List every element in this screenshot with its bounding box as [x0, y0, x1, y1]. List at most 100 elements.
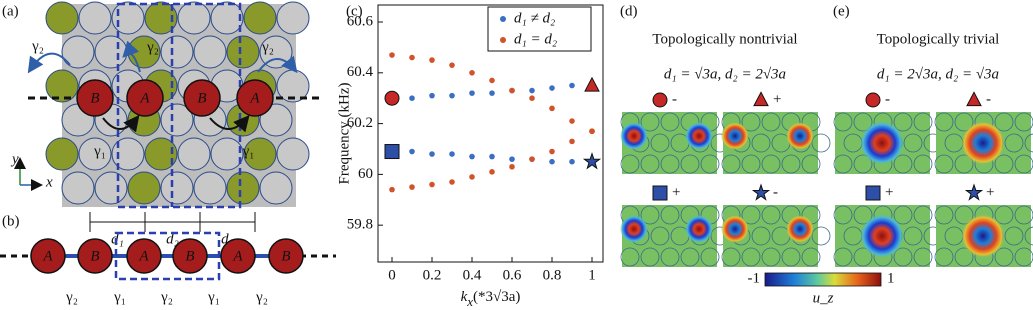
mode-sign: + [773, 91, 781, 107]
data-point [509, 156, 515, 162]
data-point [529, 156, 535, 162]
field-rod [640, 247, 660, 267]
data-point [409, 95, 415, 102]
field-rod [913, 205, 933, 225]
lattice-rod [210, 1, 244, 35]
mode-marker [582, 152, 602, 170]
lattice-rod [276, 1, 310, 35]
mode-marker [384, 144, 400, 160]
field-rod [954, 247, 974, 267]
data-point [409, 148, 415, 155]
mode-sign: + [885, 184, 893, 200]
site [183, 79, 221, 117]
mode-sign: - [986, 91, 991, 107]
site-label: B [197, 90, 206, 106]
lattice-rod [144, 137, 178, 171]
lattice-rod [243, 137, 277, 171]
data-point [429, 57, 435, 63]
panel-c: (c) 59.8 60 60.2 60.4 60.6 0 0.2 0.4 0.6 0.8 1 Frequ… [336, 3, 604, 309]
site [76, 79, 114, 117]
lattice-rod [193, 35, 227, 69]
mode-marker [865, 185, 881, 201]
lattice-rod [226, 35, 260, 69]
field-rod [781, 247, 801, 267]
distance-label: d₁ [111, 231, 124, 247]
site-label: B [185, 248, 194, 264]
lattice-rod [243, 1, 277, 35]
data-point [409, 54, 415, 61]
lattice-rod [45, 69, 79, 103]
mode-sign: + [986, 184, 994, 200]
field-blob [961, 214, 1005, 258]
field-rod [751, 226, 771, 246]
x-tick-label: 0.2 [423, 267, 442, 283]
mode-sign: - [885, 91, 890, 107]
panel-b: (b) A B A B A Bγ₂ γ₁ γ₂ γ₁ γ₂ [0, 213, 336, 305]
field-rod [680, 247, 700, 267]
data-point [549, 105, 555, 112]
panel-label: (b) [2, 213, 20, 229]
field-rod [700, 154, 720, 174]
field-blob [786, 122, 814, 150]
field-rod [751, 133, 771, 153]
field-rod [893, 112, 913, 132]
lattice-rod [144, 1, 178, 35]
field-rod [954, 112, 974, 132]
lattice-rod [160, 35, 194, 69]
mode-sign: - [773, 184, 778, 200]
x-tick-label: 0 [388, 267, 396, 283]
data-point [389, 186, 395, 193]
field-rod [1014, 154, 1033, 174]
site-label: A [139, 90, 150, 106]
data-point [549, 158, 555, 165]
field-blob [685, 215, 713, 243]
panel-title: Topologically trivial [877, 31, 1000, 47]
data-point [489, 90, 495, 96]
data-point [489, 153, 495, 160]
colorbar-min: -1 [748, 270, 761, 286]
field-rod [833, 205, 853, 225]
data-point [529, 87, 535, 94]
lattice-rod [127, 171, 161, 205]
field-rod [640, 205, 660, 225]
mode-marker [584, 76, 600, 92]
data-point [529, 95, 535, 102]
legend-marker [500, 16, 506, 22]
field-rod [761, 154, 781, 174]
data-point [429, 181, 435, 188]
field-rod [853, 205, 873, 225]
field-rod [721, 247, 741, 267]
field-blob [860, 214, 904, 258]
field-rod [994, 112, 1014, 132]
site [126, 238, 162, 274]
colorbar-max: 1 [887, 270, 895, 286]
x-tick-label: 1 [588, 267, 596, 283]
field-rod [741, 154, 761, 174]
data-point [449, 151, 455, 157]
site-label: A [232, 248, 243, 264]
x-label-rest: (*3√3a) [473, 289, 520, 305]
field-rod [934, 205, 954, 225]
colorbar [764, 272, 882, 287]
field-blob [620, 122, 648, 150]
field-rod [833, 247, 853, 267]
site-label: B [90, 90, 99, 106]
mode-marker [384, 90, 400, 106]
formula: d₁ = √3a, d₂ = 2√3a [664, 66, 786, 82]
lattice-rod [94, 35, 128, 69]
field-rod [1014, 247, 1033, 267]
data-point [469, 153, 475, 160]
site [220, 238, 256, 274]
field-rod [660, 154, 680, 174]
field-rod [994, 154, 1014, 174]
field-rod [1024, 226, 1033, 246]
field-blob [685, 122, 713, 150]
site [236, 79, 274, 117]
field-rod [741, 247, 761, 267]
y-tick-label: 60 [358, 166, 373, 182]
lattice-rod [210, 137, 244, 171]
data-point [449, 92, 455, 99]
field-rod [913, 247, 933, 267]
coupling-arrow [27, 52, 71, 74]
